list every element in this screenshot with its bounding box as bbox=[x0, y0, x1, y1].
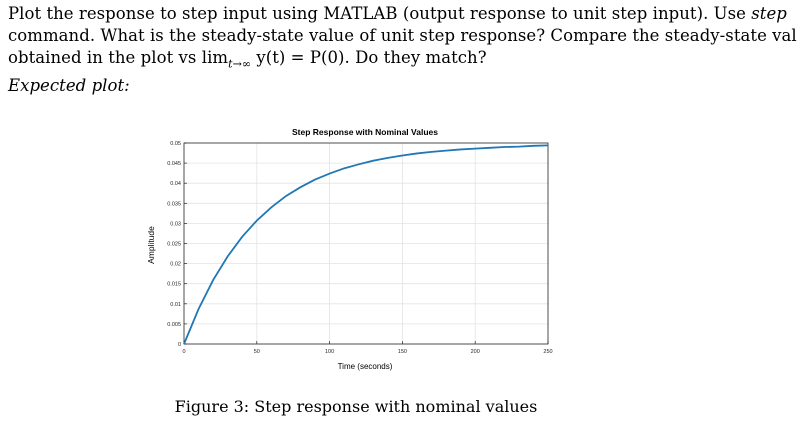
question-line-1: Plot the response to step input using MA… bbox=[8, 3, 793, 25]
question-line-3: obtained in the plot vs limt→∞ y(t) = P(… bbox=[8, 47, 793, 75]
x-axis-label: Time (seconds) bbox=[338, 362, 393, 371]
limit-subscript: t→∞ bbox=[228, 57, 252, 71]
question-line-3-tail: y(t) = P(0). Do they match? bbox=[251, 48, 487, 67]
x-tick-label: 200 bbox=[471, 349, 480, 355]
y-tick-label: 0.025 bbox=[167, 242, 181, 248]
figure-caption: Figure 3: Step response with nominal val… bbox=[174, 397, 538, 416]
grid bbox=[183, 142, 549, 345]
question-line-2: command. What is the steady-state value … bbox=[8, 26, 797, 45]
expected-plot-label: Expected plot: bbox=[8, 76, 130, 96]
x-tick-label: 150 bbox=[398, 349, 407, 355]
y-tick-label: 0.01 bbox=[170, 302, 181, 308]
y-tick-label: 0.015 bbox=[167, 282, 181, 288]
y-tick-label: 0.045 bbox=[167, 161, 181, 167]
question-text: Plot the response to step input using MA… bbox=[8, 3, 797, 97]
x-tick-label: 0 bbox=[182, 349, 185, 355]
y-tick-label: 0.03 bbox=[170, 221, 181, 227]
y-tick-label: 0.02 bbox=[170, 262, 181, 268]
y-tick-label: 0.05 bbox=[170, 141, 181, 147]
x-tick-label: 250 bbox=[543, 349, 552, 355]
y-tick-label: 0.005 bbox=[167, 322, 181, 328]
question-line-3-text: obtained in the plot vs lim bbox=[8, 48, 229, 67]
chart-title: Step Response with Nominal Values bbox=[292, 127, 438, 137]
y-tick-label: 0.035 bbox=[167, 201, 181, 207]
x-tick-label: 100 bbox=[325, 349, 334, 355]
question-line-1-text: Plot the response to step input using MA… bbox=[8, 4, 752, 23]
x-tick-label: 50 bbox=[254, 349, 260, 355]
step-command-word: step bbox=[751, 4, 787, 23]
ticks: 0 50 100 150 200 250 0 0.005 0.01 0.015 0.02 0.025 0… bbox=[167, 141, 552, 355]
series-line bbox=[183, 144, 549, 345]
y-axis-label: Amplitude bbox=[146, 226, 156, 264]
y-tick-label: 0.04 bbox=[170, 181, 181, 187]
y-tick-label: 0 bbox=[178, 342, 181, 348]
